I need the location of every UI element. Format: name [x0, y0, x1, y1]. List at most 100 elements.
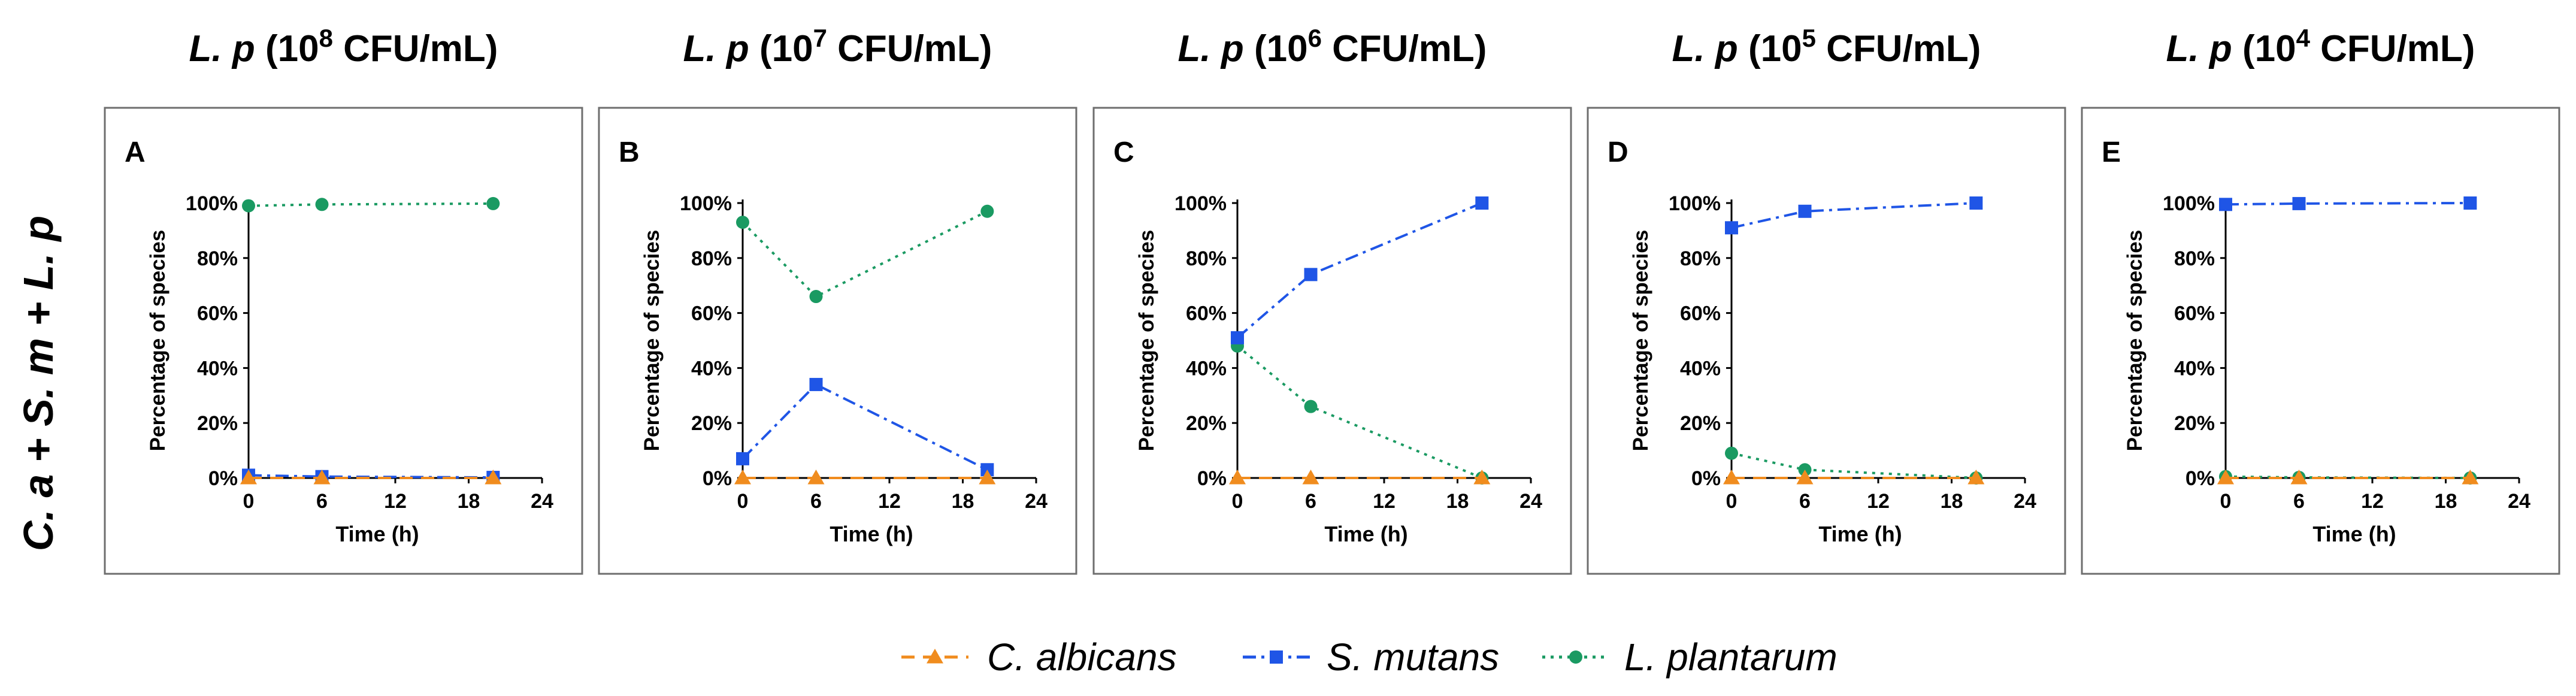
x-axis-label: Time (h) [1324, 522, 1407, 546]
legend-label: C. albicans [987, 636, 1177, 679]
data-point [1725, 221, 1738, 235]
data-point [1725, 446, 1738, 460]
x-tick-label: 6 [2293, 490, 2305, 513]
data-point [734, 470, 751, 485]
data-point [486, 196, 500, 210]
panel-letter: D [1608, 137, 1628, 168]
legend-item-s-mutans: S. mutans [1243, 636, 1499, 679]
panel-title-exponent: 5 [1802, 24, 1816, 52]
x-tick-label: 12 [384, 490, 407, 513]
x-tick-label: 12 [1867, 490, 1890, 513]
y-tick-label: 20% [197, 412, 238, 435]
series-c-albicans [240, 470, 502, 485]
x-tick-label: 24 [531, 490, 553, 513]
series-l-plantarum [736, 204, 994, 304]
data-point [242, 199, 255, 213]
y-tick-label: 60% [691, 302, 732, 325]
x-tick-label: 6 [810, 490, 822, 513]
x-tick-label: 18 [458, 490, 480, 513]
x-tick-label: 24 [2508, 490, 2530, 513]
x-tick-label: 24 [2014, 490, 2036, 513]
panel-letter: A [125, 137, 146, 168]
data-point [2462, 470, 2479, 485]
series-line [1236, 202, 1483, 339]
legend: C. albicans S. mutans L. plantarum [901, 636, 1838, 679]
y-tick-label: 0% [208, 467, 238, 490]
x-tick-label: 12 [878, 490, 901, 513]
data-point [240, 470, 257, 485]
x-tick-label: 6 [1799, 490, 1811, 513]
x-tick-label: 24 [1519, 490, 1542, 513]
data-point [809, 377, 823, 391]
y-tick-label: 40% [1186, 357, 1227, 380]
x-tick-label: 24 [1025, 490, 1048, 513]
y-tick-label: 100% [2163, 192, 2215, 215]
series-s-mutans [2219, 196, 2477, 211]
panel-title-base: (10 [2242, 28, 2296, 69]
legend-item-l-plantarum: L. plantarum [1542, 636, 1838, 679]
chart-panel-b: L. p (107 CFU/mL) B 0% 20% 40% 60% 80% 100% 0 6 12… [598, 24, 1077, 575]
legend-label: S. mutans [1327, 636, 1499, 679]
data-point [1723, 470, 1740, 485]
x-tick-label: 6 [1305, 490, 1316, 513]
x-tick-label: 0 [2220, 490, 2232, 513]
data-point [1796, 470, 1814, 485]
y-tick-label: 20% [2174, 412, 2215, 435]
panel-title-suffix: CFU/mL) [1322, 28, 1487, 69]
y-tick-label: 80% [691, 247, 732, 270]
y-tick-label: 60% [2174, 302, 2215, 325]
x-tick-label: 12 [2361, 490, 2384, 513]
data-point [2463, 196, 2477, 210]
legend-label: L. plantarum [1624, 636, 1838, 679]
x-tick-label: 12 [1373, 490, 1396, 513]
panel-frame [598, 107, 1077, 575]
y-tick-label: 0% [703, 467, 732, 490]
panel-title-base: (10 [759, 28, 813, 69]
y-tick-label: 80% [1186, 247, 1227, 270]
panel-title-species: L. p [189, 28, 265, 69]
panel-letter: C [1113, 137, 1134, 168]
data-point [736, 216, 749, 229]
panel-title-exponent: 6 [1308, 24, 1322, 52]
x-tick-label: 18 [952, 490, 974, 513]
chart-panel-c: L. p (106 CFU/mL)C0%20%40%60%80%100%0 6 12… [1092, 24, 1572, 575]
data-point [1229, 470, 1246, 485]
series-l-plantarum [242, 196, 500, 213]
y-tick-label: 40% [1680, 357, 1721, 380]
series-c-albicans [734, 470, 996, 485]
y-axis-label: Percentage of species [146, 230, 169, 452]
y-tick-label: 80% [197, 247, 238, 270]
x-tick-label: 0 [1232, 490, 1243, 513]
data-point [979, 470, 996, 485]
panel-title-species: L. p [1178, 28, 1254, 69]
data-point [2219, 198, 2232, 211]
y-tick-label: 100% [1669, 192, 1721, 215]
panel-title-exponent: 8 [319, 24, 333, 52]
x-tick-label: 0 [243, 490, 255, 513]
data-point [1304, 268, 1318, 282]
panel-title-base: (10 [1254, 28, 1308, 69]
x-axis-label: Time (h) [2312, 522, 2396, 546]
panel-title-exponent: 7 [813, 24, 827, 52]
x-axis-label: Time (h) [830, 522, 913, 546]
data-point [736, 452, 749, 465]
data-point [807, 470, 825, 485]
y-tick-label: 40% [2174, 357, 2215, 380]
y-tick-label: 0% [2185, 467, 2215, 490]
x-tick-label: 6 [316, 490, 328, 513]
panel-frame [1587, 107, 2066, 575]
panel-frame [104, 107, 583, 575]
series-c-albicans [1723, 470, 1985, 485]
y-tick-label: 80% [1680, 247, 1721, 270]
y-tick-label: 80% [2174, 247, 2215, 270]
row-label: C. a + S. m + L. p [15, 216, 62, 551]
data-point [809, 290, 823, 304]
panel-title: L. p (105 CFU/mL) [1672, 24, 1981, 69]
legend-marker [1569, 650, 1582, 664]
series-c-albicans [1229, 470, 1491, 485]
panel-title-species: L. p [1672, 28, 1748, 69]
series-s-mutans [1725, 196, 1983, 235]
y-tick-label: 40% [197, 357, 238, 380]
chart-panel-a: L. p (108 CFU/mL) A 0% 20% 40% 60% 80% 100% 0 6 12… [104, 24, 583, 575]
data-point [1967, 470, 1985, 485]
